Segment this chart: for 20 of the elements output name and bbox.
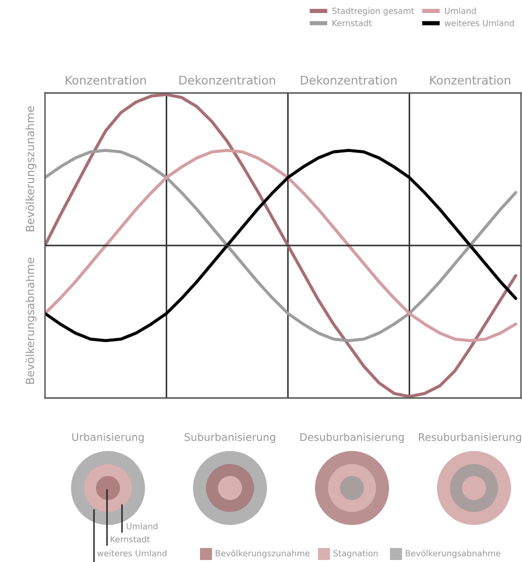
text: Urbanisierung bbox=[72, 432, 144, 444]
text: Dekonzentration bbox=[179, 75, 276, 85]
text: Stagnation bbox=[334, 550, 378, 558]
text: Konzentration bbox=[430, 75, 510, 85]
legend-label: Kernstadt bbox=[332, 20, 372, 26]
legend-label: Stadtregion gesamt bbox=[332, 8, 414, 16]
text: Kernstadt bbox=[110, 536, 150, 542]
text: Konzentration bbox=[66, 75, 146, 85]
text: Umland bbox=[126, 522, 158, 530]
text: weiteres Umland bbox=[97, 550, 166, 556]
text: Bevölkerungsabnahme bbox=[406, 550, 500, 558]
text: Bevölkerungszunahme bbox=[26, 106, 36, 232]
legend-label: Umland bbox=[445, 8, 476, 14]
legend-label: weiteres Umland bbox=[444, 20, 514, 26]
text: Dekonzentration bbox=[300, 75, 397, 85]
text: Resuburbanisierung bbox=[419, 432, 522, 444]
text: Bevölkerungsabnahme bbox=[26, 258, 36, 384]
text: Desuburbanisierung bbox=[300, 432, 404, 444]
text: Bevölkerungszunahme bbox=[216, 550, 310, 558]
text: Suburbanisierung bbox=[184, 432, 276, 444]
